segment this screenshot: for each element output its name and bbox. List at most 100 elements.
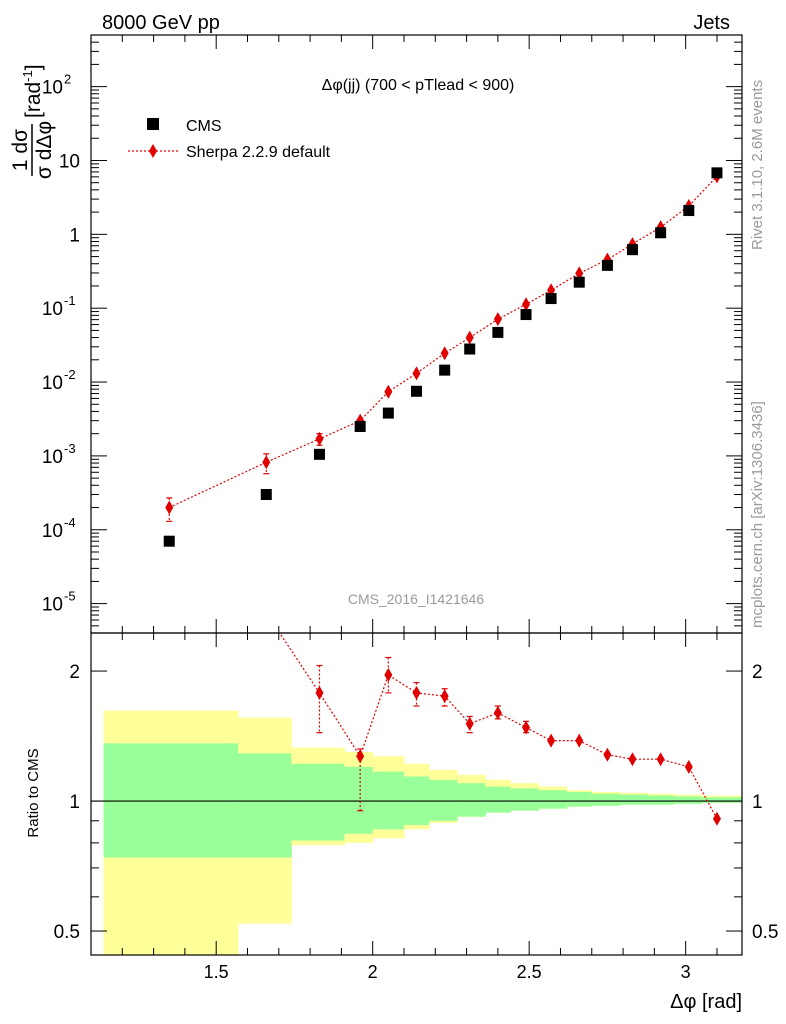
ratio-y-tick-label-right: 2 <box>752 662 763 683</box>
cms-point <box>382 407 394 419</box>
y-label-numerator: 1 dσ <box>9 129 32 171</box>
y-label-unit-close: ] <box>22 64 45 70</box>
band-inner-segment <box>591 793 621 806</box>
ratio-point <box>547 733 556 748</box>
ratio-y-tick-label: 1 <box>69 792 80 813</box>
sherpa-point <box>412 366 421 381</box>
band-inner-segment <box>619 794 649 805</box>
main-y-tick-exponent: -2 <box>64 367 76 382</box>
band-inner-segment <box>344 766 374 834</box>
band-inner-segment <box>429 779 458 821</box>
ratio-point <box>628 752 637 767</box>
ratio-y-tick-label: 2 <box>69 662 80 683</box>
rivet-version-label: Rivet 3.1.10, 2.6M events <box>749 80 766 250</box>
ratio-series-layer <box>279 633 721 826</box>
band-inner-segment <box>291 763 346 841</box>
main-y-tick-exponent: -5 <box>64 589 76 604</box>
cms-point <box>573 276 585 288</box>
y-label-denominator: σ dΔφ <box>33 121 56 179</box>
ratio-y-tick-label-right: 1 <box>752 792 763 813</box>
ratio-point <box>440 689 449 704</box>
cms-point <box>683 205 695 217</box>
cms-point <box>260 489 272 501</box>
ratio-y-axis-label: Ratio to CMS <box>25 748 42 837</box>
ratio-y-tick-label: 0.5 <box>54 922 80 943</box>
band-inner-segment <box>701 797 742 803</box>
cms-point <box>520 309 532 321</box>
band-inner-segment <box>566 791 593 807</box>
x-tick-label: 2.5 <box>517 962 542 982</box>
main-y-tick-label: 10 <box>42 521 63 542</box>
plot-title: Δφ(jj) (700 < pTlead < 900) <box>322 77 515 94</box>
ratio-point <box>684 759 693 774</box>
ratio-point <box>412 685 421 700</box>
band-inner-segment <box>485 786 511 813</box>
ratio-point <box>315 685 324 700</box>
main-y-tick-label: 10 <box>42 447 63 468</box>
sherpa-point <box>522 297 531 312</box>
sherpa-point <box>384 384 393 399</box>
x-tick-label: 3 <box>681 962 691 982</box>
band-inner-segment <box>238 753 292 858</box>
ratio-point <box>493 705 502 720</box>
ratio-point <box>656 752 665 767</box>
sherpa-point <box>165 500 174 515</box>
cms-point <box>354 421 366 433</box>
cms-point <box>601 259 613 271</box>
cms-point <box>492 326 504 338</box>
ratio-frame <box>90 632 743 956</box>
category-label: Jets <box>693 12 730 34</box>
main-y-tick-label: 1 <box>69 225 80 246</box>
legend-sherpa-label: Sherpa 2.2.9 default <box>186 144 331 161</box>
sherpa-point <box>440 346 449 361</box>
legend-cms-label: CMS <box>186 118 222 135</box>
band-inner-segment <box>673 796 702 804</box>
band-inner-segment <box>648 795 674 805</box>
ratio-point <box>356 749 365 764</box>
x-tick-label: 2 <box>368 962 378 982</box>
main-y-tick-exponent: -4 <box>64 515 76 530</box>
ratio-y-tick-label-right: 0.5 <box>752 922 778 943</box>
ratio-point <box>384 667 393 682</box>
main-y-tick-label: 10 <box>59 151 80 172</box>
cms-point <box>439 364 451 376</box>
main-y-tick-label: 10 <box>42 373 63 394</box>
main-y-axis-label: 1 dσ σ dΔφ [rad-1] <box>9 64 56 179</box>
main-y-tick-label: 10 <box>42 595 63 616</box>
sherpa-series-line <box>168 175 718 509</box>
cms-point <box>626 244 638 256</box>
ratio-point <box>465 716 474 731</box>
main-y-tick-exponent: 2 <box>64 72 71 87</box>
cms-point <box>313 448 325 460</box>
band-inner-segment <box>538 790 568 809</box>
band-inner-segment <box>457 783 486 817</box>
sherpa-point <box>493 312 502 327</box>
x-tick-label: 1.5 <box>204 962 229 982</box>
band-inner-segment <box>510 788 540 811</box>
cms-point <box>545 293 557 305</box>
ratio-point <box>575 733 584 748</box>
y-label-unit-exp: -1 <box>20 70 35 82</box>
cms-point <box>411 385 422 397</box>
cms-point <box>711 167 723 179</box>
main-y-tick-label: 10 <box>42 299 63 320</box>
energy-label: 8000 GeV pp <box>102 12 220 34</box>
cms-point <box>163 535 175 547</box>
y-label-unit: [rad-1] <box>20 64 45 118</box>
ratio-point <box>522 720 531 735</box>
ratio-point <box>712 811 721 826</box>
source-label: mcplots.cern.ch [arXiv:1306.3436] <box>749 401 766 628</box>
legend-sherpa-marker <box>149 144 157 158</box>
legend: CMS Sherpa 2.2.9 default <box>128 118 331 161</box>
sherpa-point <box>262 455 271 470</box>
main-y-tick-label: 10 <box>42 78 63 99</box>
ratio-point <box>603 747 612 762</box>
analysis-id-label: CMS_2016_I1421646 <box>348 591 484 607</box>
legend-cms-marker <box>147 118 159 130</box>
sherpa-point <box>465 330 474 345</box>
x-axis-label: Δφ [rad] <box>670 991 742 1013</box>
main-y-tick-exponent: -3 <box>64 441 76 456</box>
cms-point <box>464 343 476 355</box>
